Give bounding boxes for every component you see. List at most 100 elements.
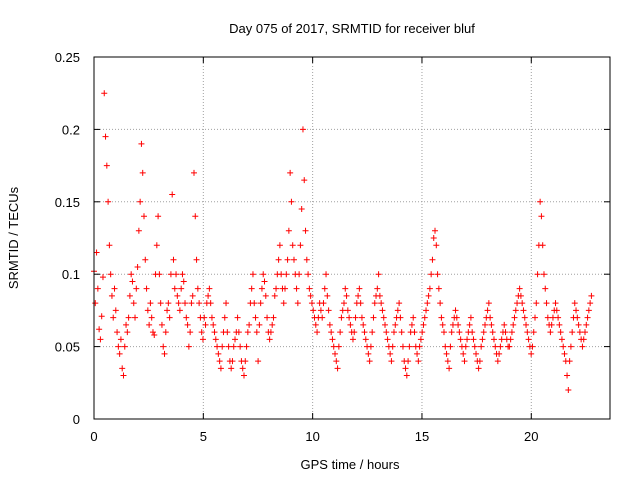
data-point <box>270 314 277 321</box>
data-point <box>276 242 283 249</box>
data-point <box>567 343 574 350</box>
data-point <box>189 292 196 299</box>
data-point <box>314 329 321 336</box>
data-point <box>524 329 531 336</box>
data-point <box>221 314 228 321</box>
data-point <box>344 307 351 314</box>
data-point <box>466 321 473 328</box>
data-point <box>367 343 374 350</box>
data-point <box>284 256 291 263</box>
data-point <box>190 169 197 176</box>
data-point <box>307 292 314 299</box>
data-point <box>121 343 128 350</box>
data-point <box>579 343 586 350</box>
data-point <box>453 314 460 321</box>
y-tick-label: 0.2 <box>62 122 80 137</box>
data-point <box>230 343 237 350</box>
data-point <box>485 300 492 307</box>
data-point <box>497 343 504 350</box>
data-point <box>106 242 113 249</box>
data-point <box>347 321 354 328</box>
data-point <box>576 329 583 336</box>
data-point <box>288 198 295 205</box>
data-point <box>340 300 347 307</box>
data-point <box>266 336 273 343</box>
data-point <box>389 343 396 350</box>
data-point <box>290 256 297 263</box>
data-point <box>312 321 319 328</box>
data-point <box>379 307 386 314</box>
data-point <box>112 307 119 314</box>
y-tick-label: 0.05 <box>55 340 80 355</box>
data-point <box>443 350 450 357</box>
data-point <box>192 213 199 220</box>
data-point <box>143 285 150 292</box>
data-point <box>224 329 231 336</box>
data-point <box>566 358 573 365</box>
data-point <box>426 285 433 292</box>
data-point <box>123 321 130 328</box>
data-point <box>561 350 568 357</box>
data-point <box>282 285 289 292</box>
data-point <box>139 169 146 176</box>
data-point <box>540 271 547 278</box>
data-point <box>449 321 456 328</box>
data-point <box>146 321 153 328</box>
x-tick-label: 5 <box>200 429 207 444</box>
data-point <box>361 329 368 336</box>
data-point <box>296 271 303 278</box>
data-point <box>448 329 455 336</box>
data-point <box>482 321 489 328</box>
data-point <box>460 350 467 357</box>
data-point <box>194 285 201 292</box>
data-point <box>171 285 178 292</box>
data-point <box>244 329 251 336</box>
data-point <box>178 285 185 292</box>
data-point <box>126 292 133 299</box>
data-point <box>476 358 483 365</box>
data-point <box>487 314 494 321</box>
data-point <box>565 387 572 394</box>
data-point <box>249 271 256 278</box>
data-point <box>467 314 474 321</box>
data-point <box>269 321 276 328</box>
data-point <box>242 358 249 365</box>
data-point <box>502 329 509 336</box>
data-point <box>107 271 114 278</box>
data-point <box>175 300 182 307</box>
data-point <box>116 350 123 357</box>
data-point <box>228 365 235 372</box>
data-point <box>255 358 262 365</box>
data-point <box>587 300 594 307</box>
data-point <box>173 271 180 278</box>
data-point <box>374 285 381 292</box>
data-point <box>434 271 441 278</box>
data-point <box>217 365 224 372</box>
data-point <box>211 329 218 336</box>
data-point <box>278 271 285 278</box>
data-point <box>94 285 101 292</box>
x-tick-label: 15 <box>415 429 429 444</box>
data-point <box>321 285 328 292</box>
data-point <box>442 343 449 350</box>
data-point <box>402 365 409 372</box>
data-point <box>132 314 139 321</box>
data-point <box>542 285 549 292</box>
data-point <box>283 271 290 278</box>
data-point <box>424 300 431 307</box>
y-axis-label: SRMTID / TECUs <box>6 186 21 289</box>
data-point <box>358 314 365 321</box>
data-point <box>571 300 578 307</box>
data-point <box>170 256 177 263</box>
data-point <box>162 329 169 336</box>
data-point <box>380 314 387 321</box>
data-point <box>396 300 403 307</box>
data-point <box>105 198 112 205</box>
data-point <box>419 329 426 336</box>
data-point <box>558 336 565 343</box>
data-point <box>320 300 327 307</box>
data-point <box>306 285 313 292</box>
data-point <box>547 329 554 336</box>
data-point <box>530 329 537 336</box>
